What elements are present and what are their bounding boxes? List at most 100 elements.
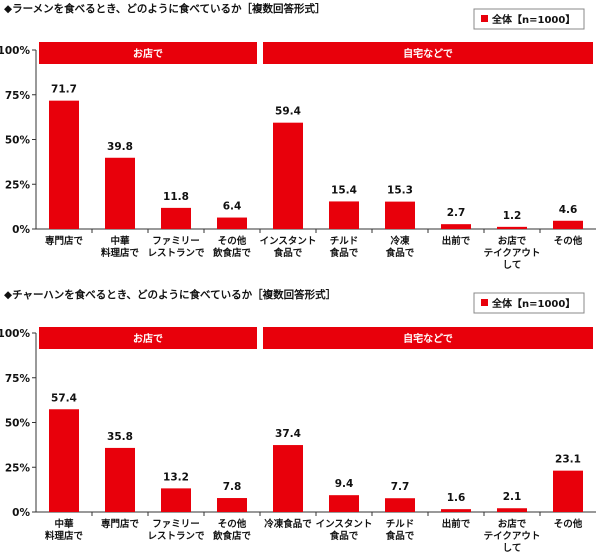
x-tick-label: その他 [554, 518, 583, 530]
x-tick-label: 食品で [273, 247, 303, 259]
bar [441, 224, 471, 229]
bar [385, 498, 415, 512]
data-label: 1.2 [503, 210, 522, 222]
y-tick-label: 50% [5, 135, 31, 147]
legend-swatch [481, 15, 488, 22]
group-band [263, 327, 593, 349]
data-label: 37.4 [275, 428, 301, 440]
group-band [263, 42, 593, 64]
group-band-label: 自宅などで [403, 47, 453, 60]
y-tick-label: 50% [5, 418, 31, 430]
x-tick-label: 冷凍食品で [264, 518, 312, 530]
chart-title: ◆ラーメンを食べるとき、どのように食べているか［複数回答形式］ [4, 2, 326, 15]
group-band-label: お店で [133, 332, 163, 345]
data-label: 1.6 [447, 492, 466, 504]
x-tick-label: 料理店で [45, 530, 84, 542]
x-tick-label: 食品で [329, 530, 359, 542]
data-label: 2.1 [503, 491, 522, 503]
data-label: 7.7 [391, 481, 410, 493]
data-label: 11.8 [163, 191, 189, 203]
bar [329, 495, 359, 512]
bar [161, 207, 191, 229]
x-tick-label: レストランで [147, 531, 205, 542]
data-label: 59.4 [275, 106, 301, 118]
x-tick-label: ファミリー [152, 519, 200, 530]
legend-swatch [481, 299, 488, 306]
y-tick-label: 25% [5, 179, 31, 191]
data-label: 71.7 [51, 84, 77, 96]
data-label: 6.4 [223, 201, 242, 213]
x-tick-label: 中華 [54, 518, 74, 530]
x-tick-label: して [503, 260, 522, 271]
bar [329, 201, 359, 229]
x-tick-label: その他 [218, 235, 247, 247]
y-tick-label: 100% [0, 45, 30, 57]
bar [49, 409, 79, 512]
data-label: 57.4 [51, 392, 77, 404]
data-label: 4.6 [559, 204, 578, 216]
bar [553, 470, 583, 512]
legend-box [473, 292, 585, 314]
x-tick-label: 専門店で [45, 235, 84, 247]
chart-1: ◆ラーメンを食べるとき、どのように食べているか［複数回答形式］ 全体【n=1000… [0, 2, 596, 271]
bar [273, 445, 303, 512]
x-tick-label: 料理店で [101, 247, 140, 259]
data-label: 15.3 [387, 185, 413, 197]
data-label: 7.8 [223, 481, 242, 493]
bar [105, 157, 135, 229]
chart-2: ◆チャーハンを食べるとき、どのように食べているか［複数回答形式］ 全体【n=100… [0, 288, 596, 554]
x-tick-label: 飲食店で [212, 247, 252, 259]
x-tick-label: 食品で [385, 530, 415, 542]
bar [441, 509, 471, 512]
x-tick-label: お店で [498, 235, 527, 247]
chart-title: ◆チャーハンを食べるとき、どのように食べているか［複数回答形式］ [4, 288, 336, 301]
data-label: 2.7 [447, 207, 466, 219]
x-tick-label: して [503, 543, 522, 554]
bar [273, 122, 303, 229]
x-tick-label: 出前で [442, 518, 471, 530]
bar [217, 217, 247, 229]
y-tick-label: 100% [0, 328, 30, 340]
legend: 全体【n=1000】 [473, 292, 585, 314]
x-tick-label: テイクアウト [484, 248, 541, 259]
bar [553, 220, 583, 229]
data-label: 35.8 [107, 431, 133, 443]
y-tick-label: 0% [12, 224, 30, 236]
x-tick-label: 専門店で [101, 518, 140, 530]
y-tick-label: 25% [5, 462, 31, 474]
x-tick-label: インスタント [316, 518, 373, 530]
x-tick-label: 食品で [329, 247, 359, 259]
bar [161, 488, 191, 512]
legend-label: 全体【n=1000】 [491, 13, 575, 26]
x-tick-label: 中華 [110, 235, 130, 247]
group-band [39, 327, 257, 349]
legend-box [473, 8, 585, 30]
legend-label: 全体【n=1000】 [491, 297, 575, 310]
x-tick-label: お店で [498, 518, 527, 530]
x-tick-label: 食品で [385, 247, 415, 259]
bar [385, 201, 415, 229]
y-tick-label: 75% [5, 90, 31, 102]
bar [49, 100, 79, 229]
legend: 全体【n=1000】 [473, 8, 585, 30]
data-label: 15.4 [331, 184, 357, 196]
x-tick-label: チルド [386, 519, 415, 530]
data-label: 13.2 [163, 471, 189, 483]
y-tick-label: 0% [12, 507, 30, 519]
x-tick-label: 出前で [442, 235, 471, 247]
x-tick-label: テイクアウト [484, 531, 541, 542]
bar [105, 447, 135, 512]
data-label: 9.4 [335, 478, 354, 490]
data-label: 23.1 [555, 454, 581, 466]
bar [497, 508, 527, 512]
x-tick-label: レストランで [147, 248, 205, 259]
bar [217, 498, 247, 512]
group-band-label: 自宅などで [403, 332, 453, 345]
data-label: 39.8 [107, 141, 133, 153]
x-tick-label: チルド [330, 236, 359, 247]
x-tick-label: その他 [218, 518, 247, 530]
x-tick-label: 冷凍 [390, 235, 410, 247]
x-tick-label: ファミリー [152, 236, 200, 247]
x-tick-label: 飲食店で [212, 530, 252, 542]
